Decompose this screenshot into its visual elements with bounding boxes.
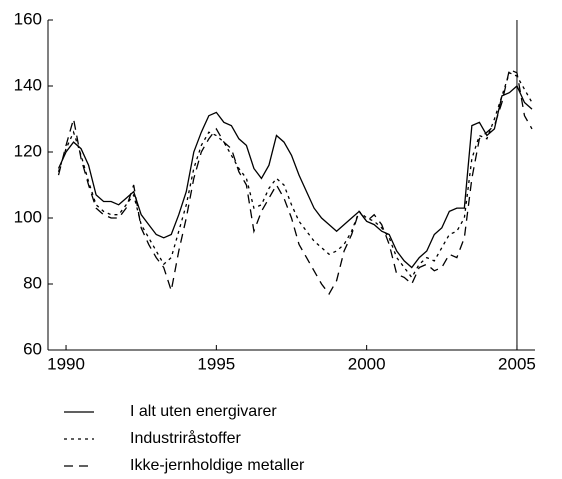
series-line bbox=[57, 84, 533, 269]
x-tick-label: 2005 bbox=[498, 354, 536, 373]
y-tick-label: 160 bbox=[14, 9, 42, 28]
legend-label: I alt uten energivarer bbox=[130, 403, 277, 420]
legend-label: Ikke-jernholdige metaller bbox=[130, 457, 305, 474]
legend-label: Industriråstoffer bbox=[130, 429, 242, 447]
y-tick-label: 100 bbox=[14, 207, 42, 226]
series-line bbox=[57, 68, 533, 296]
x-tick-label: 2000 bbox=[348, 354, 386, 373]
x-tick-label: 1990 bbox=[47, 354, 85, 373]
y-tick-label: 140 bbox=[14, 75, 42, 94]
y-tick-label: 120 bbox=[14, 141, 42, 160]
y-tick-label: 80 bbox=[23, 273, 42, 292]
series-line bbox=[57, 71, 533, 279]
x-tick-label: 1995 bbox=[197, 354, 235, 373]
y-tick-label: 60 bbox=[23, 339, 42, 358]
